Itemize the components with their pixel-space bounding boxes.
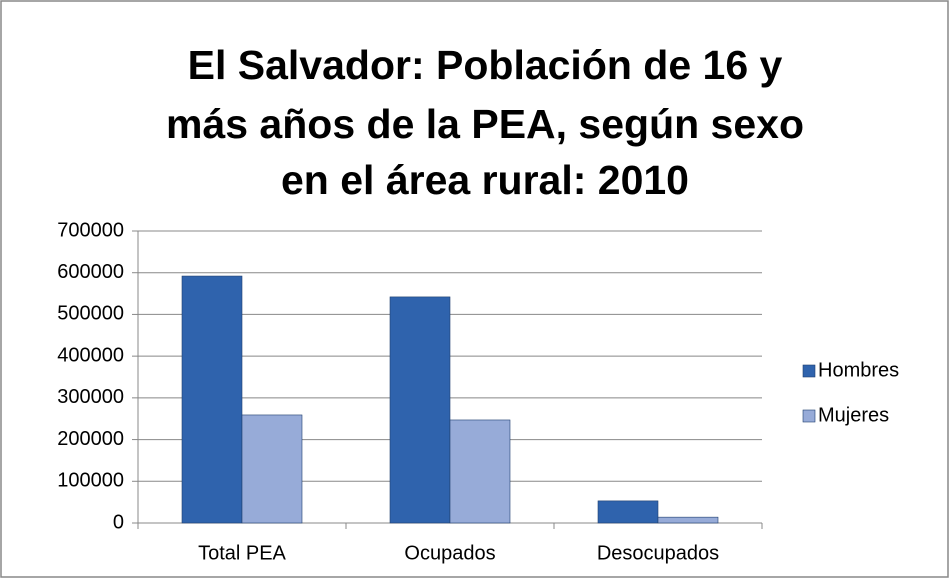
legend-label: Hombres bbox=[818, 359, 899, 381]
chart-title: más años de la PEA, según sexo bbox=[166, 101, 804, 147]
chart-title: en el área rural: 2010 bbox=[281, 157, 689, 203]
legend-swatch bbox=[802, 409, 816, 423]
legend-swatch bbox=[802, 364, 816, 378]
y-tick-label: 300000 bbox=[57, 386, 124, 408]
y-tick-label: 0 bbox=[113, 511, 124, 533]
bar bbox=[181, 275, 243, 524]
bar bbox=[389, 296, 451, 524]
bar bbox=[657, 516, 719, 524]
y-tick-label: 500000 bbox=[57, 303, 124, 325]
legend-label: Mujeres bbox=[818, 404, 889, 426]
y-tick-label: 400000 bbox=[57, 344, 124, 366]
y-tick-label: 600000 bbox=[57, 261, 124, 283]
y-tick-label: 700000 bbox=[57, 219, 124, 241]
x-tick-label: Desocupados bbox=[597, 542, 719, 564]
y-tick-label: 100000 bbox=[57, 470, 124, 492]
bar bbox=[597, 500, 659, 524]
y-tick-label: 200000 bbox=[57, 428, 124, 450]
bar bbox=[449, 419, 511, 524]
x-tick-label: Total PEA bbox=[198, 542, 286, 564]
bar bbox=[241, 414, 303, 524]
x-tick-label: Ocupados bbox=[404, 542, 495, 564]
chart-title: El Salvador: Población de 16 y bbox=[188, 42, 783, 88]
